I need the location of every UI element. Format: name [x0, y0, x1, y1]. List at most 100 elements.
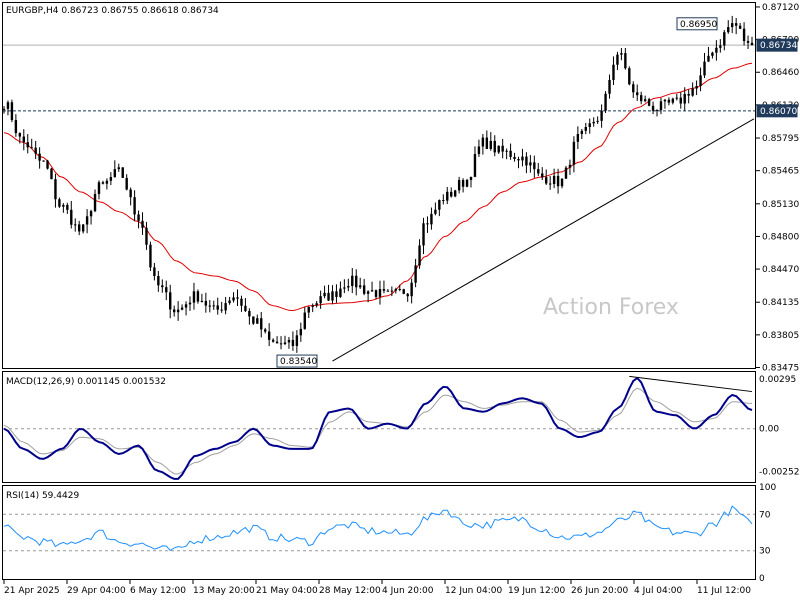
price-bar-body — [323, 292, 326, 297]
price-bar-body — [358, 285, 362, 288]
price-bar-body — [750, 42, 754, 46]
price-bar-body — [426, 223, 429, 225]
price-bar-body — [50, 168, 53, 180]
price-bar-body — [738, 25, 742, 29]
price-bar-body — [216, 305, 219, 310]
time-tick-label: 21 May 04:00 — [256, 586, 318, 596]
time-tick-label: 13 May 20:00 — [193, 586, 255, 596]
price-bar-body — [691, 88, 694, 96]
price-bar-body — [509, 150, 512, 157]
price-bar-body — [232, 297, 235, 301]
high-marker-label: 0.86950 — [680, 20, 717, 30]
price-bar-body — [707, 55, 710, 62]
price-bar-body — [283, 342, 287, 345]
price-bar-body — [54, 179, 57, 200]
price-bar-body — [260, 318, 263, 330]
price-bar-body — [291, 339, 295, 346]
price-bar-body — [101, 182, 105, 184]
price-bar-body — [335, 291, 338, 297]
price-bar-body — [600, 110, 603, 121]
price-bar-body — [568, 164, 572, 168]
price-bar-body — [414, 265, 417, 283]
moving-average — [3, 62, 753, 312]
price-bar-body — [513, 156, 516, 159]
price-bar-body — [81, 224, 85, 232]
trendline — [332, 118, 755, 362]
price-bar-body — [62, 204, 65, 207]
price-bar-body — [133, 197, 136, 215]
macd-main-line — [3, 376, 753, 480]
price-bar-body — [612, 64, 615, 80]
price-tick-label: 0.83805 — [762, 331, 799, 341]
rsi-axis: 100 70 30 0 — [759, 483, 776, 584]
price-bar-body — [2, 108, 6, 110]
price-bar-body — [572, 141, 576, 165]
price-bar-body — [109, 177, 113, 181]
price-bar-body — [442, 200, 445, 202]
price-bar-body — [6, 102, 10, 109]
price-bar-body — [608, 79, 611, 94]
price-bar-body — [548, 183, 552, 185]
time-tick-label: 26 Jun 20:00 — [571, 586, 628, 596]
price-tick-label: 0.84800 — [762, 232, 799, 242]
price-title: EURGBP,H4 0.86723 0.86755 0.86618 0.8673… — [6, 6, 219, 16]
price-bar-body — [446, 191, 449, 201]
price-bar-body — [89, 211, 93, 217]
rsi-tick-label: 0 — [759, 574, 765, 584]
price-bar-body — [687, 93, 690, 96]
price-bar-body — [564, 167, 568, 179]
price-bar-body — [220, 309, 223, 311]
price-tick-label: 0.87120 — [762, 3, 799, 13]
price-bar-body — [149, 244, 152, 268]
price-bar-body — [252, 316, 255, 324]
time-tick-label: 28 May 12:00 — [319, 586, 381, 596]
macd-axis: 0.00295 0.00 -0.002529 — [759, 375, 800, 477]
price-bar-body — [410, 282, 413, 297]
price-bar-body — [279, 343, 283, 345]
price-bar-body — [93, 193, 97, 212]
current-price-label-box — [756, 38, 798, 52]
time-tick-label: 29 Apr 04:00 — [67, 586, 126, 596]
price-bar-body — [208, 305, 211, 307]
price-bar-body — [176, 309, 180, 313]
price-bar-body — [244, 305, 247, 311]
price-bar-body — [529, 162, 532, 166]
price-bar-body — [537, 169, 540, 174]
price-bar-body — [699, 75, 702, 87]
price-bar-body — [576, 134, 580, 142]
price-bar-body — [434, 209, 437, 214]
price-bar-body — [525, 156, 528, 166]
price-bar-body — [422, 223, 425, 246]
price-bar-body — [169, 292, 172, 310]
price-bar-body — [339, 288, 342, 297]
price-bars — [2, 15, 754, 353]
price-bar-body — [295, 335, 299, 346]
price-bar-body — [517, 158, 520, 161]
price-bar-body — [14, 120, 18, 134]
price-bar-body — [556, 175, 560, 187]
price-bar-body — [386, 290, 390, 292]
price-bar-body — [161, 285, 164, 288]
price-bar-body — [643, 99, 647, 102]
time-tick-label: 4 Jun 20:00 — [382, 586, 434, 596]
price-bar-body — [469, 176, 473, 180]
price-bar-body — [671, 98, 675, 103]
price-bar-body — [347, 286, 350, 288]
price-bar-body — [461, 180, 465, 187]
time-tick-label: 11 Jul 12:00 — [697, 586, 751, 596]
price-bar-body — [703, 61, 706, 76]
price-bar-body — [628, 68, 631, 85]
price-bar-body — [113, 169, 117, 178]
macd-divergence-line — [629, 375, 753, 393]
price-bar-body — [402, 289, 405, 294]
support-level-label-box — [756, 104, 798, 118]
price-bar-body — [319, 296, 322, 304]
rsi-main-line — [3, 505, 753, 552]
price-bar-body — [620, 53, 623, 55]
price-bar-body — [533, 162, 536, 170]
price-bar-body — [315, 303, 318, 306]
price-bar-body — [97, 182, 101, 194]
price-bar-body — [584, 127, 587, 131]
price-bar-body — [46, 160, 49, 169]
price-bar-body — [236, 297, 239, 299]
